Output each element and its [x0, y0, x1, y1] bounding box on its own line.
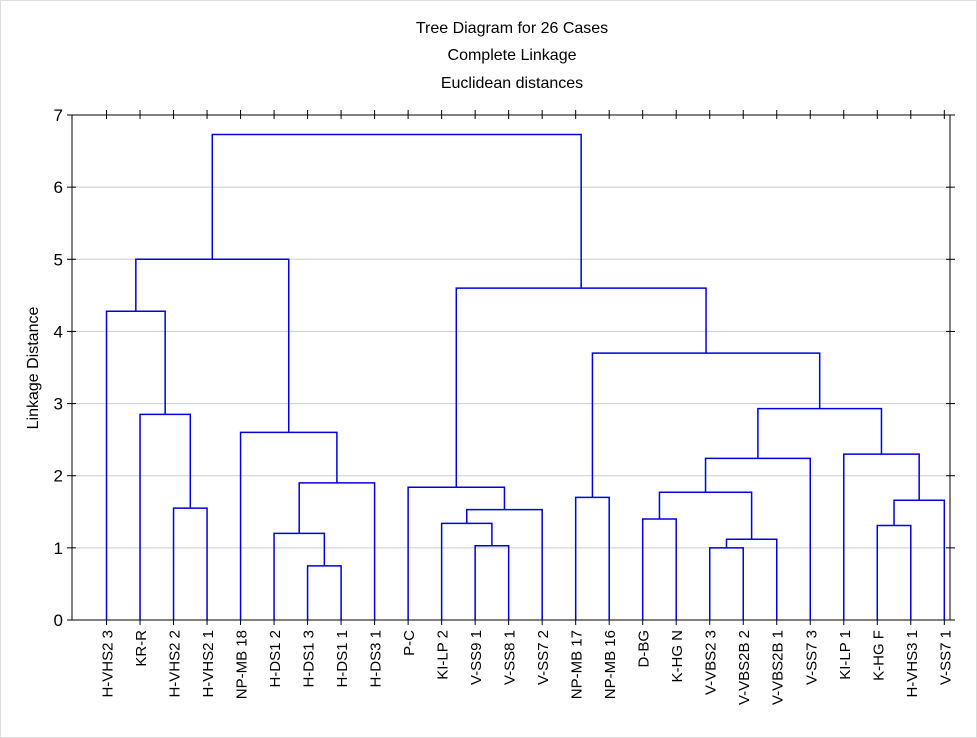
leaf-label: K-HG N: [669, 630, 686, 683]
leaf-label: V-SS7 3: [803, 630, 820, 685]
leaf-label: NP-MB 17: [569, 630, 586, 699]
leaf-label: KI-LP 2: [435, 630, 452, 680]
leaf-label: H-DS1 3: [301, 630, 318, 688]
leaf-label: V-SS7 1: [937, 630, 954, 685]
y-axis-label: Linkage Distance: [25, 307, 42, 430]
leaf-label: H-VHS3 1: [904, 630, 921, 698]
leaf-label: P-C: [401, 630, 418, 656]
leaf-label: H-VHS2 3: [100, 630, 117, 698]
chart-subtitle: Euclidean distances: [441, 75, 583, 92]
y-tick-label: 2: [54, 467, 63, 486]
leaf-label: V-SS7 2: [535, 630, 552, 685]
dendrogram-link: [273, 532, 326, 620]
leaf-label: V-SS9 1: [468, 630, 485, 685]
y-tick-label: 0: [54, 611, 63, 630]
dendrogram-link: [298, 482, 376, 620]
plot-frame: [71, 114, 951, 621]
leaf-label: KR-R: [133, 630, 150, 667]
leaf-label: H-VHS2 1: [200, 630, 217, 698]
dendrogram-link: [211, 133, 582, 289]
dendrogram-link: [135, 258, 290, 433]
y-tick-label: 7: [54, 106, 63, 125]
leaf-label: V-SS8 1: [502, 630, 519, 685]
leaf-label: H-VHS2 2: [167, 630, 184, 698]
dendrogram-link: [105, 310, 166, 620]
y-tick-label: 6: [54, 178, 63, 197]
dendrogram-link: [239, 431, 338, 620]
leaf-label: H-DS3 1: [368, 630, 385, 688]
y-tick-label: 1: [54, 539, 63, 558]
leaf-label: H-DS1 2: [267, 630, 284, 688]
dendrogram-link: [306, 565, 342, 620]
leaf-label: KI-LP 1: [837, 630, 854, 680]
y-tick-label: 3: [54, 395, 63, 414]
dendrogram-link: [876, 524, 912, 620]
dendrogram-link: [893, 499, 946, 620]
leaf-label: H-DS1 1: [334, 630, 351, 688]
leaf-label: NP-MB 18: [234, 630, 251, 699]
dendrogram-link: [172, 507, 208, 620]
leaf-label: V-VBS2 3: [703, 630, 720, 695]
leaf-label: V-VBS2B 2: [736, 630, 753, 705]
dendrogram-link: [139, 413, 192, 620]
dendrogram-link: [440, 522, 493, 620]
dendrogram-link: [474, 544, 510, 620]
chart-subtitle: Complete Linkage: [448, 47, 577, 64]
chart-title: Tree Diagram for 26 Cases: [416, 20, 608, 37]
y-tick-label: 5: [54, 250, 63, 269]
dendrogram-link: [455, 287, 707, 488]
leaf-label: D-BG: [636, 630, 653, 668]
y-tick-label: 4: [54, 322, 63, 341]
leaf-label: K-HG F: [870, 630, 887, 681]
leaf-label: V-VBS2B 1: [770, 630, 787, 705]
leaf-label: NP-MB 16: [602, 630, 619, 699]
